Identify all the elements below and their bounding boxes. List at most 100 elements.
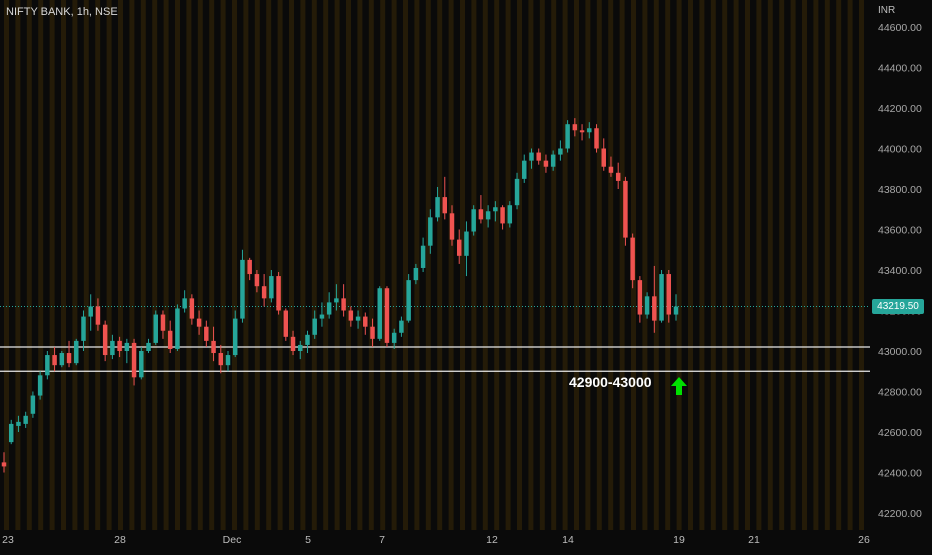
candle-body xyxy=(464,231,469,256)
candle xyxy=(370,318,375,347)
candle-body xyxy=(95,306,101,325)
candle xyxy=(95,298,101,331)
session-stripe xyxy=(505,0,511,530)
candle-body xyxy=(59,353,65,366)
candle-body xyxy=(615,172,621,181)
candle-body xyxy=(435,197,440,218)
session-stripe xyxy=(551,0,557,530)
session-stripe xyxy=(311,0,317,530)
candle-body xyxy=(348,310,354,321)
candle xyxy=(456,229,462,264)
candle-body xyxy=(637,280,643,315)
session-stripe xyxy=(38,0,44,530)
candle-body xyxy=(673,306,679,315)
candle-body xyxy=(153,314,158,343)
candle xyxy=(59,351,65,368)
candle-body xyxy=(52,355,57,366)
candle xyxy=(298,340,303,360)
candle xyxy=(558,140,563,161)
session-stripe xyxy=(847,0,853,530)
candle xyxy=(471,205,476,236)
candle xyxy=(550,150,556,171)
candle-body xyxy=(666,274,672,315)
candle xyxy=(189,294,195,325)
candle xyxy=(630,233,635,289)
session-stripe xyxy=(733,0,739,530)
candle xyxy=(579,124,585,141)
session-stripe xyxy=(699,0,705,530)
candle xyxy=(254,270,260,293)
candle-body xyxy=(16,421,21,426)
candle-body xyxy=(247,259,252,275)
session-stripe xyxy=(140,0,146,530)
y-tick-label: 43600.00 xyxy=(878,225,922,237)
candle-body xyxy=(623,180,628,238)
candle-body xyxy=(514,178,520,206)
session-stripe xyxy=(425,0,431,530)
candle xyxy=(514,172,520,210)
session-stripe xyxy=(619,0,625,530)
candle-body xyxy=(204,326,209,341)
session-stripe xyxy=(334,0,340,530)
candle xyxy=(276,272,281,315)
candle xyxy=(139,346,144,380)
candle xyxy=(160,310,166,339)
candle xyxy=(478,195,484,224)
candle-body xyxy=(558,148,563,155)
session-stripe xyxy=(608,0,614,530)
candle xyxy=(399,316,404,337)
candle xyxy=(355,310,361,329)
candle xyxy=(615,162,621,189)
candle-body xyxy=(399,320,404,333)
session-stripe xyxy=(4,0,9,530)
candle-body xyxy=(659,274,664,321)
candle xyxy=(232,310,238,358)
candle-body xyxy=(269,276,274,299)
candle xyxy=(247,257,252,281)
session-stripe xyxy=(26,0,32,530)
candle xyxy=(16,415,21,432)
candle-body xyxy=(312,318,317,335)
candle-body xyxy=(37,375,43,396)
x-tick-label: 19 xyxy=(673,534,685,546)
session-stripe xyxy=(220,0,226,530)
session-stripe xyxy=(83,0,89,530)
candle-body xyxy=(608,166,614,173)
session-stripe xyxy=(574,0,579,530)
session-stripe xyxy=(289,0,294,530)
session-stripe xyxy=(232,0,237,530)
candle xyxy=(124,338,130,364)
candle-body xyxy=(261,286,267,299)
session-stripe xyxy=(722,0,728,530)
candle xyxy=(428,209,433,254)
candle-body xyxy=(652,296,657,321)
candle xyxy=(572,118,578,137)
candle xyxy=(507,201,513,228)
candle xyxy=(117,336,122,358)
candle-body xyxy=(413,267,419,281)
candle xyxy=(225,351,231,372)
candle-body xyxy=(550,154,556,167)
session-stripe xyxy=(562,0,568,530)
candle xyxy=(594,124,599,153)
candle-body xyxy=(30,395,36,414)
candle-body xyxy=(88,306,93,317)
candle xyxy=(377,286,382,341)
candle xyxy=(52,346,57,372)
candle xyxy=(312,310,317,339)
candle-body xyxy=(283,310,289,337)
candle xyxy=(240,249,245,323)
session-stripe xyxy=(106,0,112,530)
candle-body xyxy=(478,209,484,220)
candle xyxy=(334,284,339,311)
candle xyxy=(110,334,115,360)
candle-body xyxy=(579,130,585,133)
session-stripe xyxy=(653,0,659,530)
x-tick-label: 28 xyxy=(114,534,126,546)
session-stripe xyxy=(471,0,477,530)
session-stripe xyxy=(824,0,830,530)
candle-body xyxy=(175,308,180,349)
session-stripe xyxy=(15,0,21,530)
